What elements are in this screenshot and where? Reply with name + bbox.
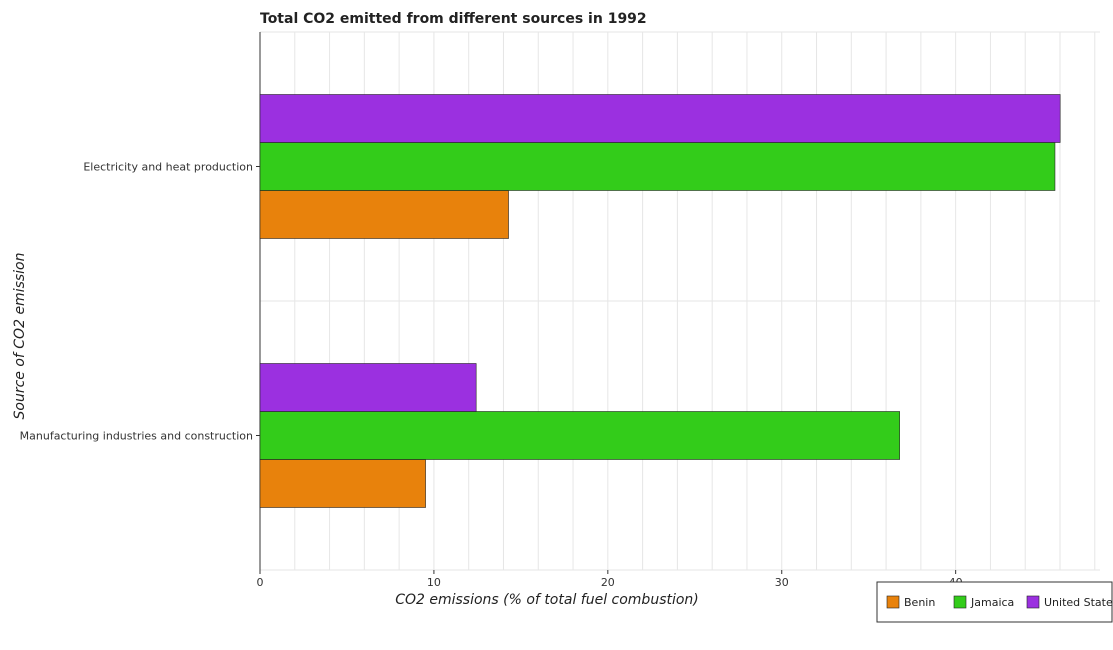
bar-jamaica	[259, 411, 900, 460]
x-tick-label: 0	[257, 576, 264, 589]
x-tick-labels: 010203040	[257, 570, 963, 589]
legend-swatch	[953, 595, 967, 609]
x-tick-label: 20	[601, 576, 615, 589]
chart-title: Total CO2 emitted from different sources…	[260, 11, 647, 27]
bar-united-states	[259, 363, 477, 412]
x-tick-label: 30	[775, 576, 789, 589]
legend-label: United States	[1044, 596, 1113, 609]
y-tick-labels: Electricity and heat production Manufactu…	[20, 161, 260, 443]
x-axis-label: CO2 emissions (% of total fuel combustio…	[395, 592, 699, 608]
y-tick-label: Electricity and heat production	[83, 161, 253, 174]
legend-box	[876, 581, 1113, 623]
bar-benin	[259, 459, 426, 508]
bars	[259, 94, 1061, 508]
legend-swatch	[886, 595, 900, 609]
bar-jamaica	[259, 142, 1056, 191]
legend: Benin Jamaica United States	[876, 581, 1113, 623]
legend-label: Benin	[904, 596, 935, 609]
y-tick-label: Manufacturing industries and constructio…	[20, 430, 253, 443]
legend-swatch	[1026, 595, 1040, 609]
bar-benin	[259, 190, 509, 239]
y-axis-label: Source of CO2 emission	[12, 253, 28, 420]
legend-label: Jamaica	[970, 596, 1014, 609]
bar-united-states	[259, 94, 1061, 143]
x-tick-label: 10	[427, 576, 441, 589]
